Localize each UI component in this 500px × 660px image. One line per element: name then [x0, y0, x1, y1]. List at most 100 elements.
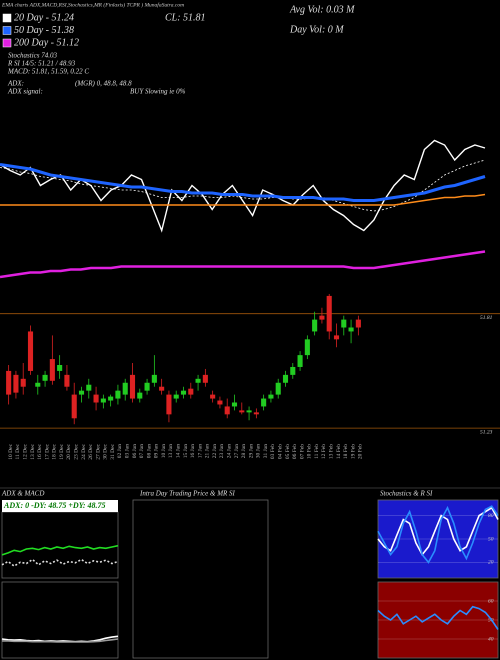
y-tick-label: 50	[488, 536, 494, 542]
x-tick-label: 07 Jan	[139, 444, 145, 458]
candle-body	[275, 382, 281, 395]
x-tick-label: 17 Dec	[44, 443, 50, 459]
x-tick-label: 20 Feb	[358, 444, 364, 459]
x-tick-label: 07 Feb	[299, 444, 305, 459]
candle-body	[166, 394, 172, 415]
indicator: R SI 14/5: 51.21 / 48.93	[7, 60, 76, 68]
candle-body	[93, 394, 99, 403]
indicator: MACD: 51.81, 51.59, 0.22 C	[7, 68, 89, 76]
legend-label: 20 Day - 51.24	[14, 12, 74, 23]
x-tick-label: 27 Jan	[234, 444, 240, 458]
line-series	[377, 605, 499, 630]
header-title: EMA charts ADX,MACD,RSI,Stochastics,MR (…	[1, 1, 184, 8]
candle-body	[42, 374, 48, 381]
line-series	[1, 635, 119, 643]
line-series	[1, 544, 119, 556]
x-tick-label: 30 Dec	[103, 443, 109, 459]
candle-body	[195, 378, 201, 383]
candle-body	[319, 315, 325, 320]
candle-body	[13, 374, 19, 393]
candle-body	[180, 390, 187, 395]
x-tick-label: 28 Jan	[241, 444, 247, 458]
x-tick-label: 17 Jan	[197, 444, 203, 458]
line-series	[377, 506, 499, 557]
legend-swatch	[2, 38, 12, 48]
panel	[1, 581, 119, 659]
close-price: CL: 51.81	[165, 12, 206, 23]
candle-body	[231, 402, 238, 407]
candle-body	[6, 370, 12, 395]
y-tick-label: 20	[488, 560, 494, 566]
y-tick-label: 60	[488, 598, 494, 604]
x-tick-label: 23 Jan	[219, 444, 225, 458]
x-tick-label: 09 Jan	[154, 444, 160, 458]
candle-body	[304, 339, 310, 356]
candle-body	[64, 374, 70, 387]
candle-body	[144, 382, 150, 391]
legend-label: 50 Day - 51.38	[14, 25, 74, 36]
x-tick-label: 31 Jan	[263, 444, 269, 458]
x-tick-label: 10 Dec	[8, 443, 14, 459]
panel-title: ADX & MACD	[1, 490, 44, 498]
candle-body	[282, 374, 289, 383]
candle-body	[253, 412, 259, 415]
x-tick-label: 24 Dec	[81, 443, 87, 459]
x-tick-label: 10 Jan	[161, 444, 167, 458]
x-tick-label: 23 Dec	[73, 443, 79, 459]
panel-subtitle: ADX: 0 -DY: 48.75 +DY: 48.75	[3, 501, 106, 510]
x-tick-label: 15 Jan	[183, 444, 189, 458]
x-tick-label: 19 Dec	[59, 443, 65, 459]
x-tick-label: 12 Feb	[321, 444, 327, 459]
candle-body	[290, 366, 296, 375]
x-tick-label: 20 Dec	[66, 443, 72, 459]
x-tick-label: 16 Jan	[190, 444, 196, 458]
x-tick-label: 16 Dec	[37, 443, 43, 459]
indicator: (MGR) 0, 48.8, 48.8	[75, 80, 132, 88]
indicator: ADX signal:	[7, 88, 43, 96]
x-tick-label: 11 Feb	[314, 444, 320, 459]
candle-body	[173, 394, 179, 399]
line-series	[2, 638, 119, 643]
candle-body	[261, 398, 267, 407]
candle-body	[108, 396, 114, 401]
candle-body	[20, 378, 26, 387]
subtitle-box	[2, 500, 118, 512]
x-tick-label: 06 Jan	[132, 444, 138, 458]
x-tick-label: 21 Jan	[205, 444, 211, 458]
x-tick-label: 22 Jan	[212, 444, 218, 458]
candle-body	[297, 355, 303, 367]
line-series	[377, 505, 499, 564]
x-tick-label: 14 Feb	[336, 444, 342, 459]
candle-body	[137, 392, 143, 399]
candle-body	[348, 327, 354, 332]
candle-body	[333, 335, 340, 340]
line-series	[0, 163, 486, 202]
panel-title: Stochastics & R SI	[380, 490, 433, 498]
candle-body	[115, 390, 121, 399]
x-tick-label: 31 Dec	[110, 443, 116, 459]
x-tick-label: 13 Dec	[30, 443, 36, 459]
x-tick-label: 18 Feb	[343, 444, 349, 459]
x-tick-label: 02 Jan	[117, 444, 123, 458]
x-tick-label: 27 Dec	[95, 443, 101, 459]
y-tick-label: 40	[488, 635, 494, 642]
candle-body	[35, 382, 41, 387]
indicator: ADX:	[7, 80, 24, 88]
x-tick-label: 24 Jan	[226, 444, 232, 458]
x-tick-label: 03 Jan	[124, 444, 130, 458]
panel	[1, 511, 119, 579]
candle-body	[122, 382, 128, 395]
line-series	[0, 250, 486, 279]
candle-body	[151, 374, 157, 383]
candle-body	[246, 410, 252, 413]
candle-body	[71, 394, 77, 419]
x-tick-label: 29 Jan	[248, 444, 254, 458]
indicator: Stochastics 74.03	[8, 52, 57, 60]
x-tick-label: 11 Dec	[15, 443, 21, 459]
candle-body	[49, 359, 55, 381]
candle-body	[239, 410, 245, 413]
y-tick-label: 50	[488, 617, 494, 623]
y-tick-label: 51.81	[480, 315, 493, 321]
